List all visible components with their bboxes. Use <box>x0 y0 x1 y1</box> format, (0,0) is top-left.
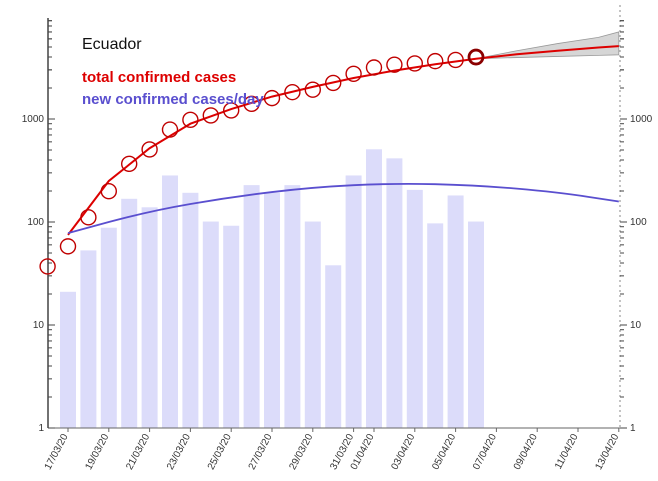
x-tick-label: 25/03/20 <box>206 432 234 472</box>
total-cases-marker <box>406 55 423 72</box>
total-cases-marker <box>120 155 138 173</box>
total-cases-marker <box>427 52 444 70</box>
total-fit-line <box>67 45 619 236</box>
x-tick-label: 19/03/20 <box>83 432 111 472</box>
total-cases-marker <box>386 56 403 73</box>
x-tick-label: 03/04/20 <box>389 432 417 472</box>
bar-new-cases <box>325 265 342 428</box>
total-cases-marker <box>284 83 301 101</box>
bar-new-cases <box>406 189 423 428</box>
bar-new-cases <box>60 291 76 428</box>
bar-new-cases <box>304 221 321 428</box>
y-tick-label-right: 1000 <box>630 114 653 125</box>
x-tick-label: 29/03/20 <box>287 432 315 472</box>
total-cases-marker <box>325 74 342 92</box>
bar-new-cases <box>447 195 464 428</box>
x-tick-label: 17/03/20 <box>43 432 71 472</box>
bar-new-cases <box>141 207 158 428</box>
y-tick-label-left: 10 <box>33 320 45 331</box>
total-cases-marker <box>80 209 97 226</box>
total-cases-marker <box>304 81 321 98</box>
bar-new-cases <box>223 225 240 428</box>
total-cases-marker <box>243 95 260 113</box>
total-cases-marker <box>345 65 362 82</box>
bar-new-cases <box>80 250 97 428</box>
y-tick-label-left: 1 <box>38 423 44 434</box>
bar-new-cases <box>182 192 199 428</box>
x-tick-label: 13/04/20 <box>593 432 621 472</box>
total-cases-marker <box>182 111 199 129</box>
total-cases-marker <box>365 59 383 76</box>
total-cases-marker <box>59 238 77 255</box>
bar-new-cases <box>202 221 219 428</box>
x-tick-label: 23/03/20 <box>165 432 193 472</box>
total-cases-marker <box>141 141 158 158</box>
new-fit-line <box>67 182 619 234</box>
legend-new: new confirmed cases/day <box>82 91 264 108</box>
x-tick-label: 05/04/20 <box>430 432 458 472</box>
total-cases-marker <box>467 48 485 66</box>
x-tick-label: 27/03/20 <box>247 432 275 472</box>
bar-new-cases <box>468 221 484 428</box>
total-cases-marker <box>161 121 179 138</box>
total-cases-marker <box>222 102 240 119</box>
bar-new-cases <box>386 158 403 428</box>
y-tick-label-left: 100 <box>27 217 44 228</box>
total-cases-marker <box>100 183 118 200</box>
y-tick-label-left: 1000 <box>22 114 45 125</box>
y-tick-label-right: 1 <box>630 423 636 434</box>
bar-new-cases <box>100 227 117 428</box>
total-cases-marker <box>39 258 56 275</box>
total-cases-marker <box>447 51 464 69</box>
x-tick-label: 11/04/20 <box>553 432 581 471</box>
bar-new-cases <box>427 223 444 428</box>
legend-total: total confirmed cases <box>82 69 236 86</box>
bar-new-cases <box>345 175 362 428</box>
x-tick-label: 07/04/20 <box>471 432 499 472</box>
chart-title: Ecuador <box>82 36 142 53</box>
bar-new-cases <box>366 149 382 429</box>
total-cases-marker <box>202 107 220 124</box>
y-tick-label-right: 10 <box>630 320 642 331</box>
projection-band <box>475 31 620 60</box>
y-tick-label-right: 100 <box>630 217 647 228</box>
x-tick-label: 09/04/20 <box>512 432 540 472</box>
total-cases-marker <box>263 89 281 107</box>
bar-new-cases <box>121 198 138 428</box>
bar-new-cases <box>162 175 178 428</box>
bar-new-cases <box>284 185 301 428</box>
x-tick-label: 21/03/20 <box>124 432 152 472</box>
bar-new-cases <box>264 192 280 428</box>
bar-new-cases <box>243 185 260 428</box>
